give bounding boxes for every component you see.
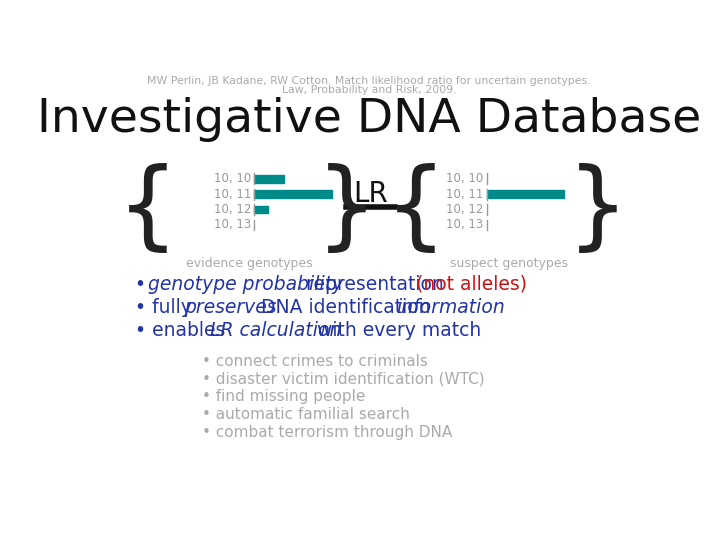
Text: 10, 13: 10, 13 bbox=[214, 219, 251, 232]
Text: Investigative DNA Database: Investigative DNA Database bbox=[37, 97, 701, 142]
Text: 10, 12: 10, 12 bbox=[446, 203, 484, 216]
Text: • find missing people: • find missing people bbox=[202, 389, 366, 404]
Text: • automatic familial search: • automatic familial search bbox=[202, 407, 410, 422]
Text: Law, Probability and Risk, 2009.: Law, Probability and Risk, 2009. bbox=[282, 85, 456, 95]
Text: genotype probability: genotype probability bbox=[148, 275, 343, 294]
Text: }: } bbox=[316, 163, 378, 255]
Bar bbox=[254, 190, 332, 198]
Bar bbox=[487, 190, 564, 198]
Text: evidence genotypes: evidence genotypes bbox=[186, 257, 312, 271]
Text: suspect genotypes: suspect genotypes bbox=[449, 257, 567, 271]
Text: LR: LR bbox=[354, 180, 388, 208]
Text: {: { bbox=[117, 163, 179, 255]
Bar bbox=[254, 175, 284, 183]
Text: DNA identification: DNA identification bbox=[256, 298, 437, 317]
Text: (not alleles): (not alleles) bbox=[415, 275, 526, 294]
Text: 10, 10: 10, 10 bbox=[214, 172, 251, 185]
Text: 10, 13: 10, 13 bbox=[446, 219, 484, 232]
Text: with every match: with every match bbox=[312, 321, 482, 340]
Text: • connect crimes to criminals: • connect crimes to criminals bbox=[202, 354, 428, 369]
Text: 10, 11: 10, 11 bbox=[446, 188, 484, 201]
Text: information: information bbox=[396, 298, 505, 317]
Text: • enables: • enables bbox=[135, 321, 231, 340]
Text: • disaster victim identification (WTC): • disaster victim identification (WTC) bbox=[202, 372, 485, 387]
Text: LR calculation: LR calculation bbox=[210, 321, 341, 340]
Text: {: { bbox=[384, 163, 446, 255]
Text: • fully: • fully bbox=[135, 298, 198, 317]
Text: 10, 10: 10, 10 bbox=[446, 172, 484, 185]
Text: 10, 12: 10, 12 bbox=[214, 203, 251, 216]
Text: MW Perlin, JB Kadane, RW Cotton. Match likelihood ratio for uncertain genotypes.: MW Perlin, JB Kadane, RW Cotton. Match l… bbox=[148, 76, 590, 85]
Text: •: • bbox=[135, 275, 152, 294]
Text: representation: representation bbox=[300, 275, 449, 294]
Bar bbox=[254, 206, 269, 213]
Text: 10, 11: 10, 11 bbox=[214, 188, 251, 201]
Text: }: } bbox=[567, 163, 629, 255]
Text: • combat terrorism through DNA: • combat terrorism through DNA bbox=[202, 424, 453, 440]
Text: preserves: preserves bbox=[184, 298, 276, 317]
